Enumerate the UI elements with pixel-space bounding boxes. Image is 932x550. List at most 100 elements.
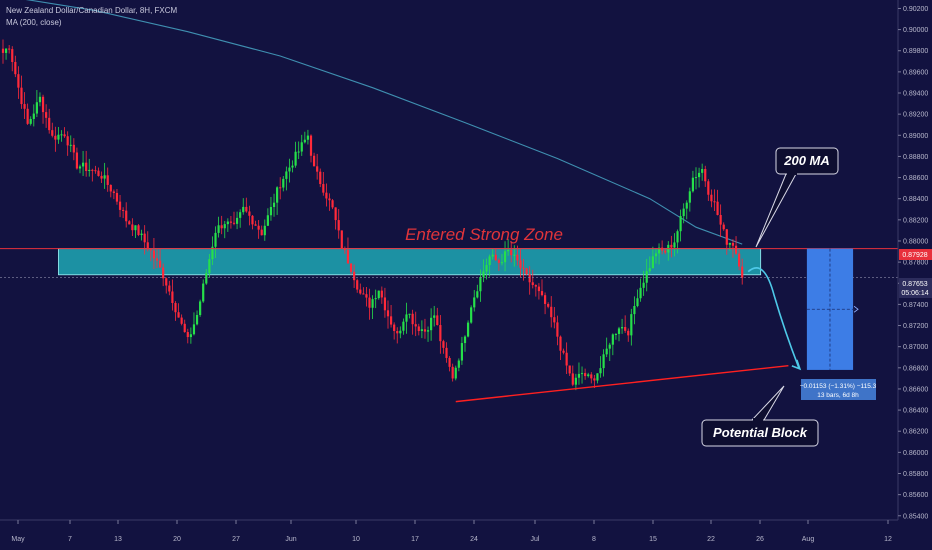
- candle-body: [155, 258, 159, 261]
- x-tick-label: 8: [592, 536, 596, 543]
- candle: [408, 313, 411, 319]
- candle-body: [531, 282, 534, 286]
- candle: [356, 278, 359, 293]
- candle: [340, 230, 343, 250]
- candle-body: [343, 248, 346, 251]
- block-callout-text: Potential Block: [713, 425, 808, 440]
- candle: [41, 94, 45, 124]
- candle: [17, 66, 20, 99]
- measure-label-box: [801, 379, 876, 400]
- candle: [651, 246, 654, 269]
- candle-body: [214, 232, 217, 247]
- ma-callout-text: 200 MA: [783, 153, 830, 168]
- candle-body: [633, 306, 636, 315]
- candle: [35, 89, 38, 118]
- candle: [704, 165, 707, 187]
- candle-body: [580, 373, 584, 375]
- candle: [507, 238, 510, 256]
- candle: [587, 372, 590, 378]
- candle-body: [380, 290, 383, 298]
- candle-body: [17, 74, 20, 88]
- candle: [214, 226, 217, 259]
- candle-body: [491, 254, 494, 257]
- candle-body: [642, 282, 645, 288]
- projection-arrow-head: [791, 359, 802, 371]
- x-tick-label: 13: [114, 536, 122, 543]
- candle: [162, 263, 165, 287]
- candle: [691, 170, 695, 193]
- candle-body: [316, 166, 319, 172]
- y-tick-label: 0.88200: [903, 217, 928, 224]
- candle: [617, 326, 621, 342]
- candle: [11, 46, 14, 72]
- candle: [128, 220, 131, 225]
- candle-body: [670, 244, 673, 248]
- candle-body: [35, 102, 38, 114]
- candle-body: [614, 333, 618, 335]
- candle-body: [590, 374, 593, 379]
- candle-body: [673, 242, 676, 248]
- candle: [115, 189, 119, 205]
- candle: [596, 373, 599, 384]
- support-trendline: [455, 364, 789, 403]
- candle-body: [701, 169, 704, 173]
- candle: [553, 307, 556, 329]
- candle-body: [180, 317, 183, 324]
- candle-body: [115, 192, 119, 202]
- candle: [682, 203, 685, 224]
- candle: [476, 284, 479, 299]
- candle: [325, 183, 328, 207]
- candle: [602, 349, 605, 377]
- candle-body: [106, 175, 109, 185]
- candle-body: [75, 152, 79, 169]
- candle-body: [312, 155, 316, 167]
- candle: [199, 299, 202, 317]
- candle: [195, 310, 199, 326]
- candle-body: [51, 130, 54, 136]
- candle: [242, 198, 245, 215]
- candle-body: [728, 242, 731, 245]
- candle: [466, 320, 470, 338]
- candle: [488, 254, 491, 277]
- candle: [510, 241, 513, 263]
- candle: [547, 302, 550, 309]
- candle: [14, 55, 17, 78]
- candle: [155, 248, 159, 268]
- candle-body: [562, 350, 565, 353]
- candle: [713, 189, 716, 211]
- candle-body: [1, 48, 5, 53]
- candle-body: [94, 170, 97, 172]
- candle-body: [359, 289, 362, 294]
- projection-arrow: [747, 267, 800, 369]
- candle: [374, 289, 377, 309]
- candle: [260, 225, 263, 236]
- candle: [217, 216, 220, 238]
- candle-body: [72, 144, 75, 153]
- candle: [568, 365, 571, 376]
- candle-body: [223, 224, 226, 229]
- candle: [473, 289, 476, 312]
- candle-body: [457, 360, 460, 368]
- candle: [140, 229, 143, 241]
- candle: [648, 256, 651, 274]
- candle-body: [639, 287, 642, 299]
- candle-body: [291, 165, 294, 168]
- candle-body: [140, 233, 143, 236]
- candle-body: [430, 317, 433, 331]
- candle-body: [112, 191, 115, 193]
- candle: [738, 249, 741, 271]
- candle-body: [377, 290, 380, 299]
- candle: [51, 122, 54, 138]
- candle-body: [451, 366, 454, 379]
- candle: [192, 312, 196, 336]
- candle-body: [556, 322, 559, 337]
- candle-body: [340, 230, 343, 249]
- candle: [577, 362, 581, 385]
- x-tick-label: Aug: [802, 536, 815, 543]
- candle-body: [254, 224, 257, 226]
- candle: [620, 318, 624, 334]
- candle-body: [648, 268, 651, 272]
- candle: [137, 224, 140, 237]
- candle-body: [454, 367, 457, 379]
